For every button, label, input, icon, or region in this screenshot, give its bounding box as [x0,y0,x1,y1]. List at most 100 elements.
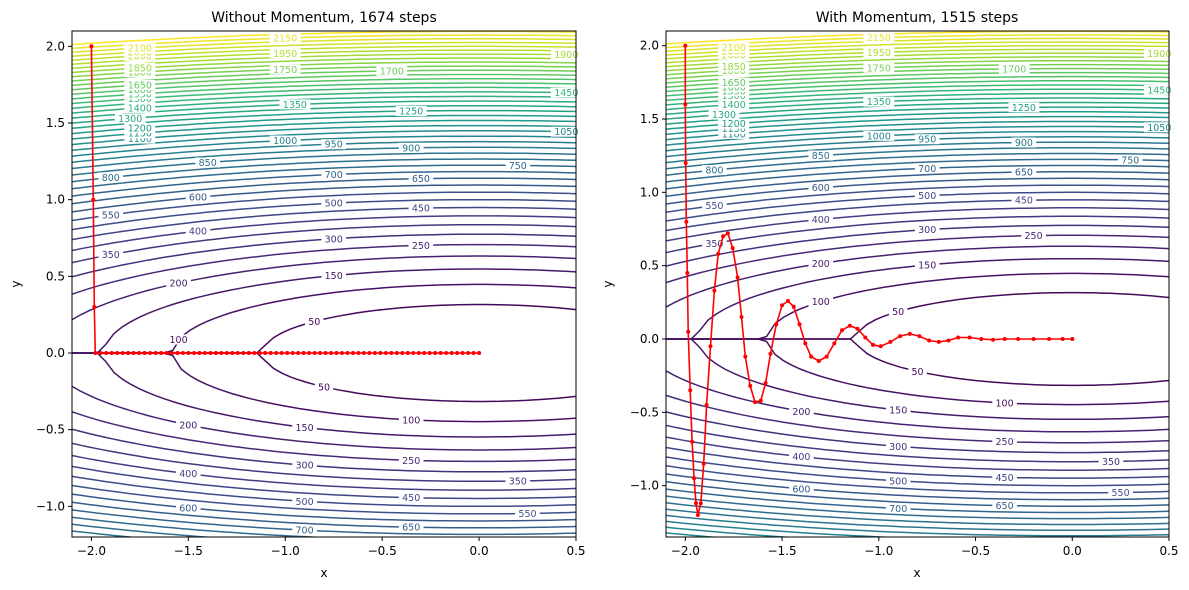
contour-label: 950 [918,135,936,146]
contour-line-800-upper [72,158,576,183]
contour-label: 650 [996,501,1014,512]
contour-line-1200-upper [72,114,576,135]
contour-line-1550-upper [666,80,1169,97]
contour-line-2100-upper [72,38,576,53]
contour-label-pad [398,492,424,503]
y-tick-label: 2.0 [640,39,659,53]
contour-label: 1750 [273,65,297,76]
contour-label-pad [863,47,895,58]
descent-path-point [142,351,147,355]
descent-path-point [878,344,883,349]
plot-frame [71,30,577,538]
contour-label: 650 [402,523,420,534]
contour-label-pad [395,106,427,116]
contour-label: 1150 [128,129,152,140]
descent-path-point [137,351,142,355]
y-tick-label: 1.0 [46,193,65,207]
descent-path-point [863,335,868,340]
contour-line-1450-upper [72,91,576,110]
descent-path-point [334,351,339,355]
contour-label: 300 [918,225,936,236]
contour-label-pad [908,366,927,377]
contour-line-1000-upper [72,135,576,157]
descent-path-point [186,351,191,355]
descent-path-point [104,351,109,355]
descent-path-point [748,383,753,388]
plot-frame [665,30,1170,538]
descent-path-point [701,461,706,466]
contour-line-950-lower [666,520,900,537]
contour-line-600-lower [666,473,1169,501]
contour-label-pad [1098,456,1124,467]
descent-path-point [1060,337,1065,341]
contour-label: 1350 [283,100,307,111]
contour-line-1750-upper [72,65,576,82]
contour-label: 550 [705,201,723,212]
contour-label-pad [885,405,911,416]
descent-path-point [692,476,697,481]
descent-path-point [274,351,279,355]
contour-line-1400-upper [666,92,1169,111]
chart-title: With Momentum, 1515 steps [816,10,1019,26]
contour-line-1550-lower [666,582,1169,590]
contour-label: 400 [189,227,207,238]
contour-label: 1500 [128,94,152,105]
descent-path-point [695,513,700,517]
contour-label: 1700 [380,66,404,77]
x-axis-label: x [913,566,920,580]
descent-path-point [208,351,213,355]
descent-path-point [725,231,730,236]
contour-label: 750 [509,161,527,172]
contour-label-pad [550,126,582,137]
contour-line-150-lower [666,338,1169,421]
x-tick-label: −0.5 [961,544,990,558]
y-tick-label: 1.0 [640,185,659,199]
contour-line-300-lower [72,428,576,473]
y-tick-label: 0.0 [640,332,659,346]
contour-label: 350 [1102,457,1120,468]
contour-line-1650-upper [666,71,1169,88]
descent-path-point [956,335,961,340]
contour-label: 450 [412,204,430,215]
contour-line-1800-upper [72,61,576,78]
contour-label: 1600 [722,82,746,93]
contour-label: 1350 [867,97,891,108]
descent-path-point [1047,337,1052,341]
contour-label-pad [176,502,201,513]
descent-path-point [694,501,698,506]
contour-line-1850-upper [666,56,1169,72]
descent-path-point [345,351,350,355]
descent-path-point [257,351,262,355]
contour-label-pad [195,157,220,168]
contour-line-350-lower [666,424,1169,463]
contour-label: 400 [812,215,830,226]
descent-path-point [115,351,120,355]
contour-line-800-upper [666,152,1169,176]
contour-label: 1250 [399,107,423,118]
descent-path-point [213,351,218,355]
descent-path-point [356,351,361,355]
descent-path-point [372,351,377,355]
descent-path-point [704,403,709,407]
contour-label-pad [292,422,317,433]
contour-line-1200-upper [666,111,1169,130]
contour-line-450-upper [72,206,576,241]
contour-line-1300-lower [72,583,576,590]
contour-label-pad [914,259,940,270]
contour-line-400-lower [666,436,1169,471]
descent-path-point [688,388,693,393]
contour-label: 1300 [118,114,142,125]
y-tick-label: 1.5 [640,112,659,126]
descent-path-point [89,44,94,49]
contour-line-500-lower [72,475,576,508]
contour-label-pad [808,150,834,161]
x-tick-label: 0.5 [566,544,585,558]
contour-label-pad [185,226,211,237]
x-tick-label: 0.0 [1063,544,1082,558]
contour-line-750-upper [72,164,576,190]
contour-label-pad [992,436,1017,447]
contour-line-100-lower [666,338,1169,406]
contour-label-pad [269,64,301,75]
contour-line-1150-upper [72,119,576,140]
x-tick-label: −2.0 [671,544,700,558]
